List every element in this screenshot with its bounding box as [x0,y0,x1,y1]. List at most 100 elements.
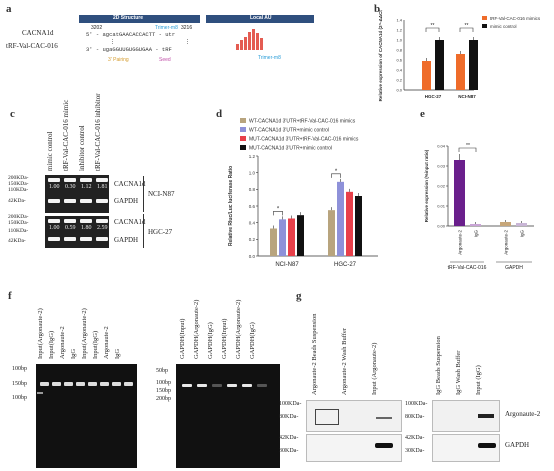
chart-d-bar [279,219,286,256]
chart-e-sig-label: ** [466,143,470,149]
chart-e: 0.00 0.01 0.02 0.03 0.04 Relative expression … [424,143,534,271]
chart-d-legend-swatch [240,145,246,150]
gel-f-right-lane-label: GAPDH(Input) [179,318,186,359]
chart-d-legend-swatch [240,127,246,132]
seed-annotation: Seed [159,57,171,63]
wb-column-label: mimic control [46,131,54,171]
chart-e-bar [470,224,481,226]
g-right-marker: 30KDa- [405,448,425,454]
chart-d-legend-swatch [240,136,246,141]
g-right-marker: 80KDa- [405,414,425,420]
g-band-input-ago-gapdh [375,443,393,448]
gel-f-left-lane-label: Input(Argonaute-2) [81,308,88,359]
gel-f-left [36,364,137,468]
chart-e-ytick: 0.02 [437,184,446,189]
local-au-trimer-label: Trimer-m8 [258,55,281,61]
g-left-top-blot [306,400,402,432]
wb-band-cacna1d-bottom [80,219,92,223]
panel-label-e: e [420,108,425,120]
chart-d-sig-label: * [335,169,338,175]
g-band-input-igg-gapdh [478,443,496,448]
g-left-selection-box [315,409,339,425]
chart-d-bar [355,196,362,256]
wb-marker-top: 200KDa- [8,175,29,181]
chart-d-ytick: 1.2 [249,154,256,159]
wb-marker-bottom: 110KDa- [8,228,29,234]
chart-b-ytick: 0.6 [396,58,402,63]
chart-d-bar [328,210,335,256]
gel-f-right-band [227,384,237,387]
g-left-lane-label: Argonaute-2 Beads Suspension [311,313,318,395]
chart-e-xtick: IgG [520,230,525,238]
wb-band-cacna1d-bottom [96,219,108,223]
g-argonaute-label: Argonaute-2 [505,410,541,418]
seq-position-end: 3216 [181,25,193,31]
wb-marker-bottom: 42KDa- [8,238,26,244]
gel-f-left-lane-label: Input(Argonaute-2) [37,308,44,359]
chart-d-ylabel: Relative Rluc/Luc luciferase Ratio [228,166,234,246]
panel-label-d: d [216,108,223,120]
wb-marker-bottom: 200KDa- [8,214,29,220]
gel-f-right-lane-label: GAPDH(Input) [221,318,228,359]
chart-d-sig-bracket [331,173,341,178]
chart-b-ytick: 1.0 [396,38,402,43]
wb-gapdh-label-bottom: GAPDH [114,236,139,244]
wb-value-bottom: 2.59 [97,225,108,231]
wb-band-gapdh-bottom [96,237,108,241]
chart-d-legend-label: MUT-CACNA1d 3'UTR+tRF-Val-CAC-016 mimics [249,137,359,143]
gel-f-right-marker: 50bp [156,368,168,374]
chart-d-legend-label: WT-CACNA1d 3'UTR+tRF-Val-CAC-016 mimics [249,119,356,125]
gel-f-left-band [40,382,49,386]
chart-d-ytick: 0.6 [249,204,256,209]
wb-column-label: tRF-Val-CAC-016 mimic [62,99,70,171]
g-right-bottom-blot [432,434,500,462]
trimer-annotation: Trimer-m8 [155,25,178,31]
chart-b-xtick: HGC-27 [425,94,442,99]
wb-band-cacna1d-top [64,178,76,182]
panel-label-a: a [6,3,12,15]
wb-band-gapdh-top [80,199,92,203]
g-left-lane-label: Input (Argonaute-2) [371,342,378,395]
gel-f-right-band [182,384,192,387]
wb-marker-top: 110KDa- [8,187,29,193]
panel-label-b: b [374,3,381,15]
chart-b-ytick: 1.2 [396,28,402,33]
gel-f-right-lane-label: GAPDH(Argonaute-2) [193,299,200,359]
gel-f-left-marker: 100bp [12,395,27,401]
chart-b-bar [456,54,465,90]
chart-d-ytick: 0.8 [249,187,256,192]
chart-d-bar [346,191,353,256]
wb-band-gapdh-top [96,199,108,203]
local-header [206,15,314,23]
gel-f-left-lane-label: Argonaute-2 [59,326,66,359]
chart-d-ytick: 1.0 [249,170,256,175]
wb-band-cacna1d-bottom [64,219,76,223]
wb-bracket-top [143,176,144,212]
gel-f-left-marker: 150bp [12,381,27,387]
pairing-annotation: 3' Pairing [108,57,129,63]
chart-e-sig-bracket [458,147,477,152]
wb-value-top: 1.00 [49,184,60,190]
wb-marker-bottom: 150KDa- [8,220,29,226]
gel-f-left-marker: 100bp [12,366,27,372]
g-right-lane-label: IgG Wash Buffer [455,350,462,395]
chart-e-bar [454,160,465,226]
gel-f-left-lane-label: IgG [114,348,121,359]
wb-bracket-bottom [143,214,144,248]
wb-column-label: tRF-Val-CAC-016 inhibitor [94,93,102,171]
chart-b-xtick: NCI-N87 [458,94,476,99]
gel-f-left-lane-label: Input(IgG) [48,330,55,359]
gel-f-right-lane-label: GAPDH(IgG) [249,322,256,359]
gel-f-left-lane-label: IgG [70,348,77,359]
wb-value-top: 0.30 [65,184,76,190]
chart-d-legend-label: MUT-CACNA1d 3'UTR+mimic control [249,146,332,152]
panel-label-c: c [10,108,15,120]
chart-d-ytick: 0.0 [249,254,256,259]
gel-f-right-band [257,384,267,387]
gel-f-right-lane-label: GAPDH(IgG) [207,322,214,359]
chart-b-ylabel: Relative expression of CACNA1d (2^-ΔΔCt) [378,10,383,101]
trf-sequence: 3' - ugaGGUUGUGGUGAA - tRF [86,46,172,53]
gel-f-left-lane-label: Input(IgG) [92,330,99,359]
chart-b-sig-bracket [459,27,474,32]
g-right-marker: 100KDa- [405,401,428,407]
